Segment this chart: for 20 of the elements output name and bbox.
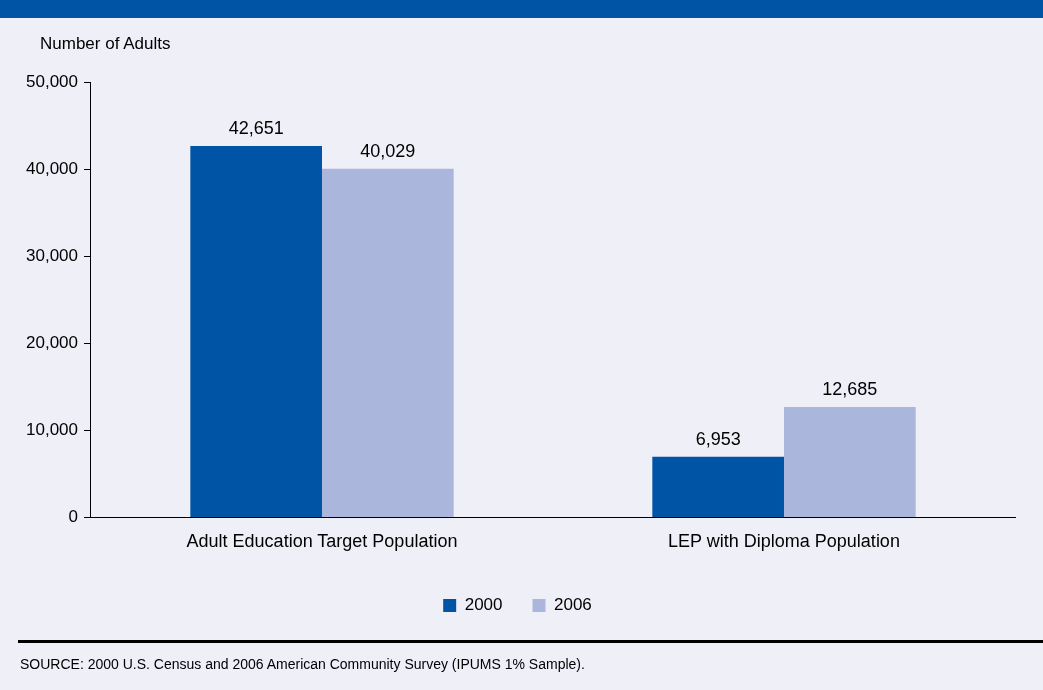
y-tick-label: 40,000: [26, 158, 78, 178]
bar: [322, 168, 454, 517]
data-label: 42,651: [228, 117, 284, 138]
legend-label: 2000: [464, 595, 503, 615]
bar: [190, 146, 322, 517]
bar: [652, 456, 784, 517]
y-axis-title: Number of Adults: [40, 34, 171, 54]
data-label: 40,029: [360, 140, 416, 161]
data-label: 12,685: [822, 378, 878, 399]
y-tick-label: 20,000: [26, 332, 78, 352]
bar: [784, 406, 916, 517]
x-tick-label: LEP with Diploma Population: [668, 531, 900, 552]
y-tick-label: 50,000: [26, 71, 78, 91]
y-tick-label: 0: [68, 507, 78, 527]
y-tick-label: 30,000: [26, 245, 78, 265]
y-tick-label: 10,000: [26, 420, 78, 440]
x-tick-label: Adult Education Target Population: [186, 531, 458, 552]
source-note: SOURCE: 2000 U.S. Census and 2006 American Community Survey (IPUMS 1% Sample).: [20, 656, 585, 672]
legend-label: 2006: [554, 595, 592, 615]
data-label: 6,953: [695, 428, 741, 449]
